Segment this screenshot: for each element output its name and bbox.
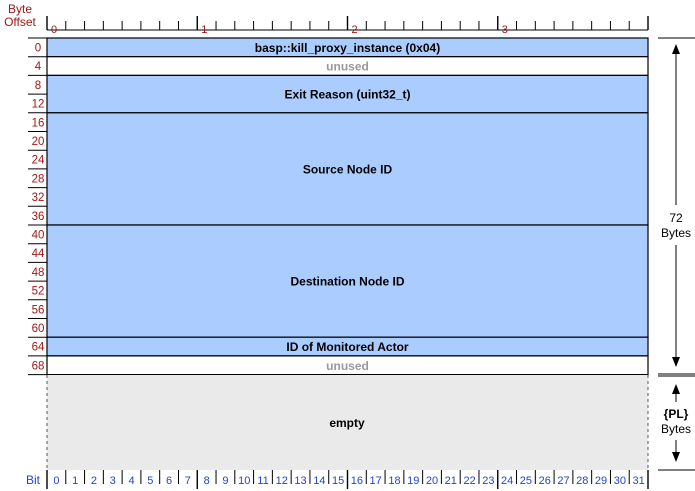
header-size-annotation: 72 Bytes [658, 37, 695, 375]
top-ruler-label: 1 [201, 24, 207, 36]
byte-offset-title-line2: Offset [4, 15, 36, 29]
field-unused: unused [46, 355, 649, 376]
byte-offset-label: 20 [32, 136, 45, 148]
field-label: Source Node ID [303, 162, 393, 176]
bit-number-label: 27 [557, 475, 569, 487]
byte-offset-label: 60 [32, 323, 45, 335]
bit-number-label: 15 [332, 475, 344, 487]
byte-offset-label: 4 [35, 61, 42, 73]
bit-number-label: 17 [370, 475, 382, 487]
byte-offset-label: 32 [32, 192, 45, 204]
bit-number-label: 24 [501, 475, 513, 487]
payload-size-value: {PL} [664, 407, 689, 421]
field-box: Exit Reason (uint32_t) [46, 74, 649, 114]
bit-number-label: 9 [222, 475, 228, 487]
payload-size-annotation: {PL} Bytes [658, 375, 695, 471]
byte-offset-label: 56 [32, 304, 45, 316]
field-label: Destination Node ID [290, 275, 404, 289]
field-label: Exit Reason (uint32_t) [284, 88, 410, 102]
top-ruler: 0 1 2 3 [46, 16, 649, 36]
header-size-arrow-up-head [672, 44, 680, 54]
bit-number-label: 0 [53, 475, 59, 487]
top-ruler-label: 3 [502, 24, 508, 36]
bit-number-label: 6 [166, 475, 172, 487]
field-rect [46, 355, 649, 376]
bit-number-label: 3 [110, 475, 116, 487]
bit-label: Bit [26, 473, 41, 487]
bit-number-label: 13 [294, 475, 306, 487]
payload-size-unit: Bytes [661, 422, 691, 436]
bit-number-label: 19 [407, 475, 419, 487]
bit-number-label: 4 [128, 475, 134, 487]
bit-number-label: 28 [576, 475, 588, 487]
bottom-ruler: 0 1 2 3 4 5 6 7 8 9 10 11 12 13 14 15 16 17 18 19 20 21 22 23 24… [46, 470, 649, 489]
header-size-unit: Bytes [661, 226, 691, 240]
payload-size-arrow-down-head [672, 452, 680, 462]
bit-number-label: 22 [463, 475, 475, 487]
byte-offset-label: 24 [32, 155, 45, 167]
bit-number-label: 10 [238, 475, 250, 487]
bit-number-label: 30 [614, 475, 626, 487]
field-unused: unused [46, 56, 649, 77]
bit-number-label: 5 [147, 475, 153, 487]
field-rect [46, 224, 649, 338]
bit-number-label: 29 [595, 475, 607, 487]
bit-number-label: 14 [313, 475, 325, 487]
bit-number-label: 7 [185, 475, 191, 487]
bit-number-label: 23 [482, 475, 494, 487]
byte-offset-label: 8 [35, 80, 41, 92]
byte-offset-label: 48 [32, 267, 45, 279]
field-label: unused [326, 60, 369, 74]
bit-number-label: 12 [276, 475, 288, 487]
byte-offset-label: 0 [35, 43, 41, 55]
field-boxes: basp::kill_proxy_instance (0x04)unusedEx… [46, 37, 649, 376]
field-box: Destination Node ID [46, 224, 649, 338]
header-size-arrow-down-head [672, 357, 680, 367]
byte-offset-label: 28 [32, 173, 45, 185]
field-label: unused [326, 359, 369, 373]
payload-box [47, 375, 648, 470]
byte-offset-label: 16 [32, 117, 45, 129]
payload-size-arrow-up-head [672, 384, 680, 394]
field-box: ID of Monitored Actor [46, 336, 649, 357]
byte-offset-label: 52 [32, 286, 45, 298]
bit-number-label: 1 [72, 475, 78, 487]
bit-number-label: 2 [91, 475, 97, 487]
bit-number-label: 11 [257, 475, 268, 487]
bit-number-label: 16 [351, 475, 363, 487]
byte-offset-label: 64 [32, 342, 45, 354]
payload-label: empty [329, 416, 365, 430]
byte-offset-title-line1: Byte [8, 2, 32, 16]
bit-number-label: 25 [520, 475, 532, 487]
bit-number-label: 26 [539, 475, 551, 487]
field-box: Source Node ID [46, 112, 649, 226]
top-ruler-label: 2 [352, 24, 358, 36]
payload-region: empty [46, 375, 649, 470]
byte-offset-label: 44 [32, 248, 45, 260]
byte-offset-label: 36 [32, 211, 45, 223]
bit-number-label: 31 [632, 475, 644, 487]
bit-number-label: 21 [445, 475, 457, 487]
field-label: ID of Monitored Actor [286, 340, 409, 354]
field-label: basp::kill_proxy_instance (0x04) [255, 41, 440, 55]
field-box: basp::kill_proxy_instance (0x04) [46, 37, 649, 58]
bit-number-label: 8 [204, 475, 210, 487]
field-rect [46, 112, 649, 226]
bit-number-label: 20 [426, 475, 438, 487]
byte-offset-label: 68 [32, 360, 45, 372]
byte-offset-label: 40 [32, 230, 45, 242]
bit-number-label: 18 [388, 475, 400, 487]
field-rect [46, 74, 649, 114]
header-size-value: 72 [669, 211, 683, 225]
byte-offset-label: 12 [32, 99, 45, 111]
top-ruler-label: 0 [51, 24, 57, 36]
